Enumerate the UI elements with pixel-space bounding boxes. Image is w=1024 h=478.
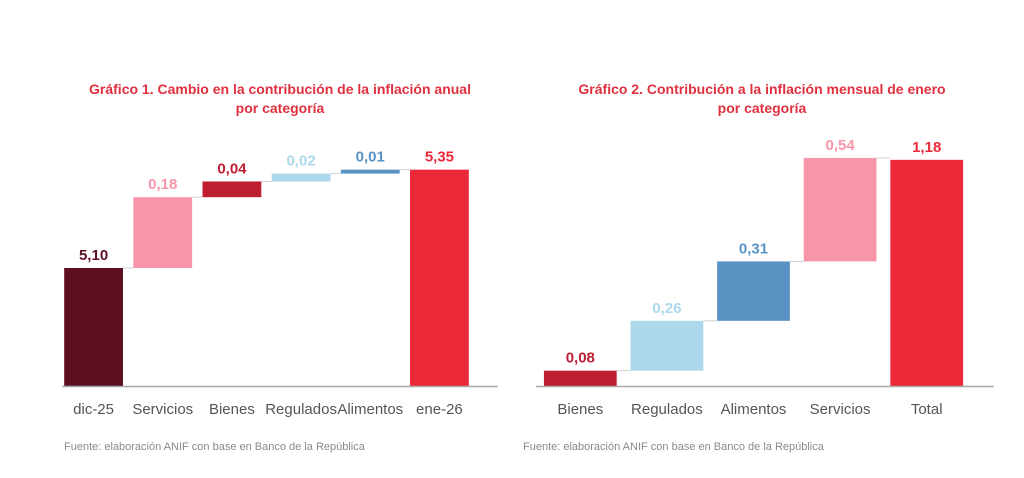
chart-1-data-label: 0,02	[286, 153, 315, 170]
chart-2-title: Gráfico 2. Contribución a la inflación m…	[512, 80, 1012, 118]
chart-1-tick-label: Regulados	[265, 401, 337, 418]
chart-2-bar-alimentos	[717, 261, 790, 321]
chart-1-source: Fuente: elaboración ANIF con base en Ban…	[64, 441, 365, 453]
chart-2-data-label: 1,18	[912, 139, 941, 156]
chart-2-bar-total	[890, 159, 964, 386]
chart-1-bar-bienes	[202, 181, 262, 198]
chart-2-tick-label: Regulados	[631, 401, 703, 418]
chart-1-tick-label: Servicios	[132, 401, 193, 418]
chart-1-bar-ene-26	[410, 169, 469, 386]
chart-2-data-label: 0,08	[566, 350, 595, 367]
chart-2-data-label: 0,54	[825, 137, 855, 154]
chart-2-panel: Gráfico 2. Contribución a la inflación m…	[512, 0, 1024, 478]
chart-2-bar-bienes	[543, 370, 617, 386]
chart-1-plot: 5,10 dic-25 0,18 Servicios 0,04 Bienes 0,02 Reg…	[62, 149, 498, 418]
chart-2-bar-servicios	[803, 157, 877, 262]
chart-1-data-label: 0,18	[148, 176, 177, 193]
chart-1-bar-servicios	[133, 197, 193, 268]
chart-2-title-line-1: Gráfico 2. Contribución a la inflación m…	[578, 81, 946, 97]
chart-1-data-label: 5,10	[79, 247, 108, 264]
chart-2-data-label: 0,26	[652, 300, 681, 317]
chart-2-source: Fuente: elaboración ANIF con base en Ban…	[523, 441, 824, 453]
chart-1-data-label: 5,35	[425, 149, 454, 166]
chart-1-tick-label: Bienes	[209, 401, 255, 418]
chart-2-tick-label: Alimentos	[721, 401, 787, 418]
chart-1-data-label: 0,04	[217, 160, 247, 177]
chart-2-bar-regulados	[630, 320, 704, 371]
chart-2-data-label: 0,31	[739, 240, 768, 257]
chart-2-tick-label: Servicios	[810, 401, 871, 418]
chart-1-tick-label: ene-26	[416, 401, 463, 418]
chart-2-plot: 0,08 Bienes 0,26 Regulados 0,31 Alimentos 0,54…	[536, 137, 994, 418]
chart-1-title-line-2: por categoría	[235, 100, 325, 116]
chart-1-data-label: 0,01	[356, 149, 385, 166]
chart-1-bar-dic-25	[64, 268, 123, 386]
chart-2-tick-label: Total	[911, 401, 943, 418]
chart-2-title-line-2: por categoría	[717, 100, 807, 116]
chart-2-tick-label: Bienes	[557, 401, 603, 418]
chart-1-tick-label: dic-25	[73, 401, 114, 418]
chart-1-panel: Gráfico 1. Cambio en la contribución de …	[62, 81, 498, 453]
chart-1-tick-label: Alimentos	[337, 401, 403, 418]
chart-1-title: Gráfico 1. Cambio en la contribución de …	[40, 80, 520, 118]
chart-1-bar-regulados	[271, 173, 331, 182]
chart-1-bar-alimentos	[340, 169, 400, 174]
chart-1-title-line-1: Gráfico 1. Cambio en la contribución de …	[89, 81, 471, 97]
